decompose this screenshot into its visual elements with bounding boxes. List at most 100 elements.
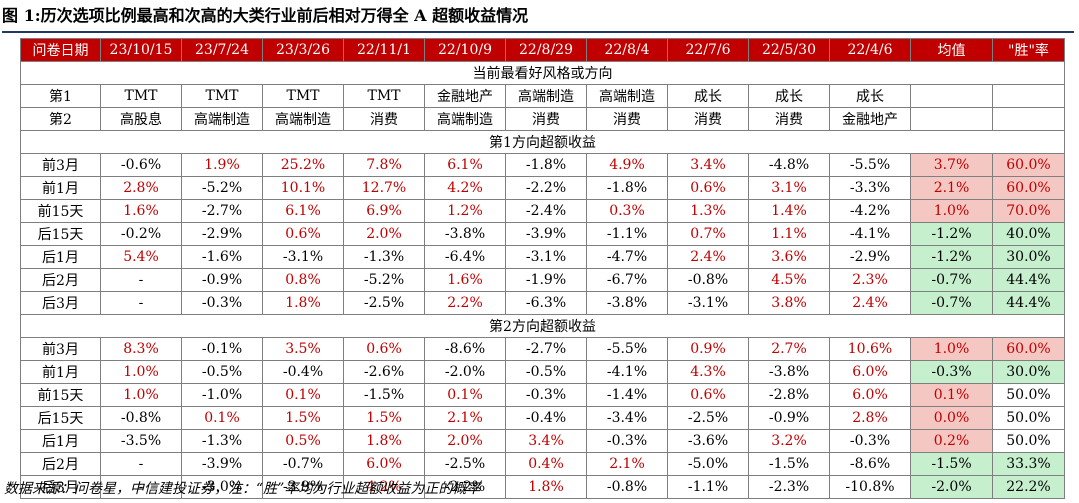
value-cell: 10.6% <box>829 337 911 361</box>
industry-cell: 高端制造 <box>181 107 263 131</box>
value-cell: -2.8% <box>748 383 830 407</box>
value-cell: - <box>100 291 182 315</box>
value-cell: -2.9% <box>181 222 263 246</box>
value-cell: 1.9% <box>181 153 263 177</box>
value-cell: 50.0% <box>992 406 1065 430</box>
row-label: 前1月 <box>20 360 101 384</box>
value-cell: 2.4% <box>829 291 911 315</box>
value-cell: 6.1% <box>262 199 344 223</box>
value-cell: 2.3% <box>829 268 911 292</box>
value-cell: 0.9% <box>667 337 749 361</box>
value-cell: 0.7% <box>667 222 749 246</box>
value-cell: 6.0% <box>829 360 911 384</box>
row-label: 后2月 <box>20 268 101 292</box>
row-label: 后2月 <box>20 452 101 476</box>
value-cell: -8.6% <box>829 452 911 476</box>
value-cell: - <box>100 452 182 476</box>
section2-title: 第2方向超额收益 <box>20 314 1065 338</box>
value-cell: 0.2% <box>910 429 993 453</box>
value-cell: -2.3% <box>748 475 830 499</box>
row-label: 前1月 <box>20 176 101 200</box>
value-cell: -5.0% <box>667 452 749 476</box>
industry-cell: TMT <box>343 84 425 108</box>
column-header: "胜"率 <box>992 38 1065 62</box>
table-row: 前3月 8.3% -0.1% 3.5% 0.6% -8.6% -2.7% -5.5% 0.9% 2… <box>20 337 1065 361</box>
value-cell: 2.0% <box>424 429 506 453</box>
value-cell: -2.5% <box>343 291 425 315</box>
table-row: 后2月 - -0.9% 0.8% -5.2% 1.6% -1.9% -6.7% -0.8% 4.5… <box>20 268 1065 292</box>
value-cell: 1.8% <box>262 291 344 315</box>
value-cell: 4.9% <box>586 153 668 177</box>
value-cell: -3.8% <box>586 291 668 315</box>
industry-cell: 成长 <box>748 84 830 108</box>
value-cell: 0.1% <box>262 383 344 407</box>
value-cell: 3.5% <box>262 337 344 361</box>
value-cell: 1.0% <box>100 360 182 384</box>
value-cell: -3.1% <box>262 245 344 269</box>
value-cell: -1.6% <box>181 245 263 269</box>
value-cell: -0.3% <box>505 383 587 407</box>
industry-cell: 成长 <box>829 84 911 108</box>
value-cell: -4.1% <box>829 222 911 246</box>
value-cell: -0.5% <box>505 360 587 384</box>
industry-cell: 消费 <box>748 107 830 131</box>
value-cell: -0.3% <box>910 360 993 384</box>
value-cell: 50.0% <box>992 383 1065 407</box>
value-cell: 1.0% <box>910 199 993 223</box>
value-cell: 3.4% <box>667 153 749 177</box>
value-cell: 2.4% <box>667 245 749 269</box>
value-cell: -3.9% <box>262 475 344 499</box>
value-cell: 22.2% <box>992 475 1065 499</box>
value-cell: -1.9% <box>505 268 587 292</box>
value-cell: -2.9% <box>829 245 911 269</box>
value-cell: -2.2% <box>505 176 587 200</box>
value-cell: 60.0% <box>992 153 1065 177</box>
industry-cell: 金融地产 <box>829 107 911 131</box>
industry-cell: 金融地产 <box>424 84 506 108</box>
value-cell: 3.2% <box>748 429 830 453</box>
table-row: 前1月 2.8% -5.2% 10.1% 12.7% 4.2% -2.2% -1.8% 0.6%… <box>20 176 1065 200</box>
value-cell: -2.6% <box>343 360 425 384</box>
value-cell: 0.4% <box>505 452 587 476</box>
section1-title-row: 第1方向超额收益 <box>20 130 1065 154</box>
row-label: 后1月 <box>20 245 101 269</box>
column-header: 23/7/24 <box>181 38 263 62</box>
value-cell: -3.4% <box>586 406 668 430</box>
value-cell: 0.8% <box>262 268 344 292</box>
value-cell: -3.8% <box>748 360 830 384</box>
value-cell: -5.5% <box>586 337 668 361</box>
value-cell: 3.1% <box>748 176 830 200</box>
section2-title-row: 第2方向超额收益 <box>20 314 1065 338</box>
value-cell: 2.8% <box>829 406 911 430</box>
value-cell: 4.2% <box>343 475 425 499</box>
table-row: 后15天 -0.2% -2.9% 0.6% 2.0% -3.8% -3.9% -1.1% 0.7… <box>20 222 1065 246</box>
row-label: 第1 <box>20 84 101 108</box>
value-cell: 6.1% <box>424 153 506 177</box>
value-cell: -10.8% <box>829 475 911 499</box>
value-cell: -6.4% <box>424 245 506 269</box>
industry-cell: TMT <box>100 84 182 108</box>
value-cell: 1.8% <box>343 429 425 453</box>
value-cell: -2.2% <box>424 475 506 499</box>
table-row: 后2月 - -3.9% -0.7% 6.0% -2.5% 0.4% 2.1% -5.0% -1.5… <box>20 452 1065 476</box>
value-cell: -1.5% <box>343 383 425 407</box>
table-row: 前15天 1.6% -2.7% 6.1% 6.9% 1.2% -2.4% 0.3% 1.3% 1.… <box>20 199 1065 223</box>
table-row: 前1月 1.0% -0.5% -0.4% -2.6% -2.0% -0.5% -4.1% 4.3… <box>20 360 1065 384</box>
value-cell: 70.0% <box>992 199 1065 223</box>
value-cell: -1.5% <box>910 452 993 476</box>
value-cell: -0.8% <box>667 268 749 292</box>
choice-row: 第1 TMT TMT TMT TMT 金融地产 高端制造 高端制造 成长 成长 成长 <box>20 84 1065 108</box>
value-cell: 0.3% <box>586 199 668 223</box>
row-label: 后1月 <box>20 429 101 453</box>
value-cell: 1.4% <box>748 199 830 223</box>
value-cell: -0.1% <box>181 337 263 361</box>
value-cell: -1.5% <box>748 452 830 476</box>
industry-cell: 高股息 <box>100 107 182 131</box>
style-section-title: 当前最看好风格或方向 <box>20 61 1065 85</box>
value-cell: 25.2% <box>262 153 344 177</box>
value-cell: 12.7% <box>343 176 425 200</box>
table-row: 前15天 1.0% -1.0% 0.1% -1.5% 0.1% -0.3% -1.4% 0.6%… <box>20 383 1065 407</box>
column-header: 22/4/6 <box>829 38 911 62</box>
value-cell: - <box>100 268 182 292</box>
column-header: 22/8/4 <box>586 38 668 62</box>
